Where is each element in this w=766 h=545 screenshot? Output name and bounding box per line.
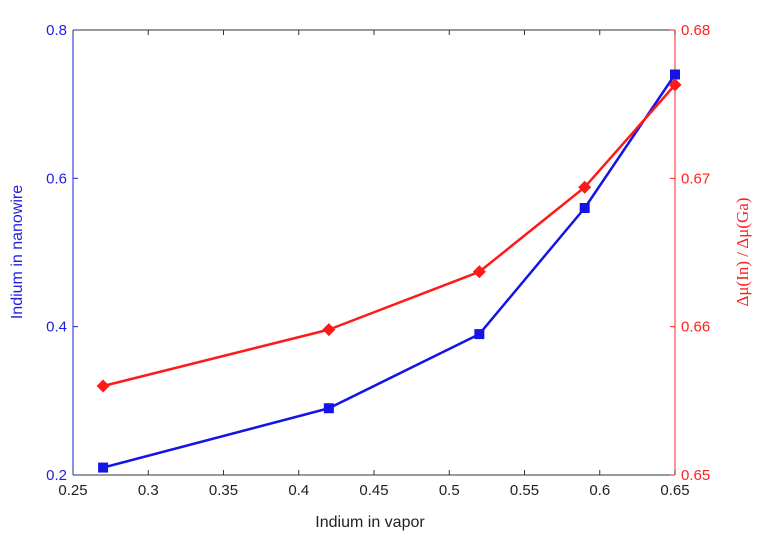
right-axis-title: Δμ(In) / Δμ(Ga): [733, 197, 752, 306]
left-y-tick-label: 0.2: [46, 467, 67, 484]
left-axis-title: Indium in nanowire: [9, 185, 26, 319]
left-y-tick-label: 0.8: [46, 22, 67, 39]
data-point-square: [474, 329, 485, 340]
data-point-diamond: [96, 379, 110, 393]
data-point-diamond: [322, 323, 336, 337]
left-y-tick-label: 0.4: [46, 319, 67, 336]
x-axis-title: Indium in vapor: [315, 514, 425, 531]
plot-area: 0.25 0.3 0.35 0.4 0.45 0.5 0.55 0.6 0.65 0.2 0.4 0.…: [46, 22, 710, 499]
data-point-square: [579, 203, 590, 213]
right-y-tick-label: 0.68: [681, 22, 710, 39]
right-y-tick-label: 0.66: [681, 319, 710, 336]
left-y-tick-label: 0.6: [46, 170, 67, 187]
x-tick-label: 0.25: [58, 482, 87, 499]
x-tick-label: 0.65: [660, 482, 689, 499]
data-point-diamond: [668, 78, 682, 92]
data-point-square: [323, 403, 334, 414]
data-point-square: [670, 69, 680, 80]
right-y-tick-label: 0.67: [681, 170, 710, 187]
x-tick-label: 0.3: [138, 482, 159, 499]
x-tick-label: 0.5: [439, 482, 460, 499]
x-tick-label: 0.35: [209, 482, 238, 499]
data-point-diamond: [472, 265, 486, 279]
right-y-tick-label: 0.65: [681, 467, 710, 484]
data-point-square: [98, 462, 109, 473]
x-tick-label: 0.45: [359, 482, 388, 499]
x-tick-label: 0.6: [589, 482, 610, 499]
x-tick-label: 0.4: [288, 482, 309, 499]
data-point-diamond: [578, 180, 592, 194]
x-tick-label: 0.55: [510, 482, 539, 499]
